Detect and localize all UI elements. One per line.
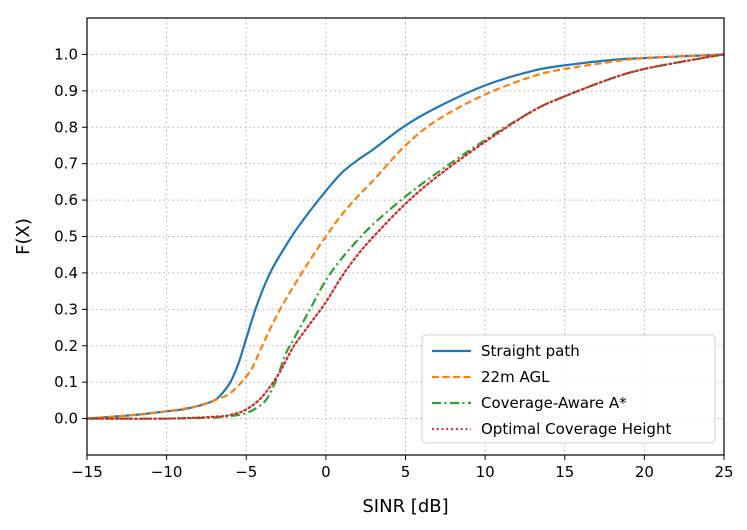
y-tick-label: 0.0	[54, 410, 78, 428]
x-axis-label: SINR [dB]	[362, 496, 448, 517]
series-straight-path-legend-label: Straight path	[481, 342, 580, 360]
y-tick-label: 0.8	[54, 118, 78, 136]
x-tick-label: 5	[401, 463, 411, 481]
series-coverage-aware-a-star-legend-label: Coverage-Aware A*	[481, 394, 627, 412]
legend-box	[421, 334, 716, 444]
y-tick-label: 0.6	[54, 191, 78, 209]
x-tick-label: −5	[235, 463, 257, 481]
y-tick-label: 0.5	[54, 228, 78, 246]
series-optimal-coverage-height-line	[85, 53, 726, 420]
series-22m-agl-line	[86, 53, 725, 420]
y-axis-label: F(X)	[13, 218, 34, 255]
x-tick-label: −10	[151, 463, 183, 481]
x-tick-label: −15	[71, 463, 103, 481]
y-tick-label: 0.1	[54, 373, 78, 391]
y-tick-label: 0.2	[54, 337, 78, 355]
x-tick-label: 25	[714, 463, 733, 481]
series-lines	[85, 53, 726, 420]
series-22m-agl-legend-label: 22m AGL	[481, 368, 550, 386]
y-tick-label: 1.0	[54, 45, 78, 63]
x-tick-label: 10	[476, 463, 495, 481]
x-tick-label: 20	[635, 463, 654, 481]
x-tick-label: 15	[555, 463, 574, 481]
y-tick-label: 0.4	[54, 264, 78, 282]
y-tick-label: 0.7	[54, 155, 78, 173]
x-tick-label: 0	[321, 463, 331, 481]
y-tick-label: 0.3	[54, 300, 78, 318]
series-straight-path-line	[86, 53, 725, 420]
series-optimal-coverage-height-legend-label: Optimal Coverage Height	[481, 420, 671, 438]
ticks: −15 −10 −5 0 5 10 15 20 25 0.0 0.1 0.2 0.3 0.4 0.5 0.6 0…	[54, 45, 733, 481]
y-tick-label: 0.9	[54, 82, 78, 100]
legend: Straight path 22m AGL Coverage-Aware A* Opt…	[421, 334, 716, 444]
